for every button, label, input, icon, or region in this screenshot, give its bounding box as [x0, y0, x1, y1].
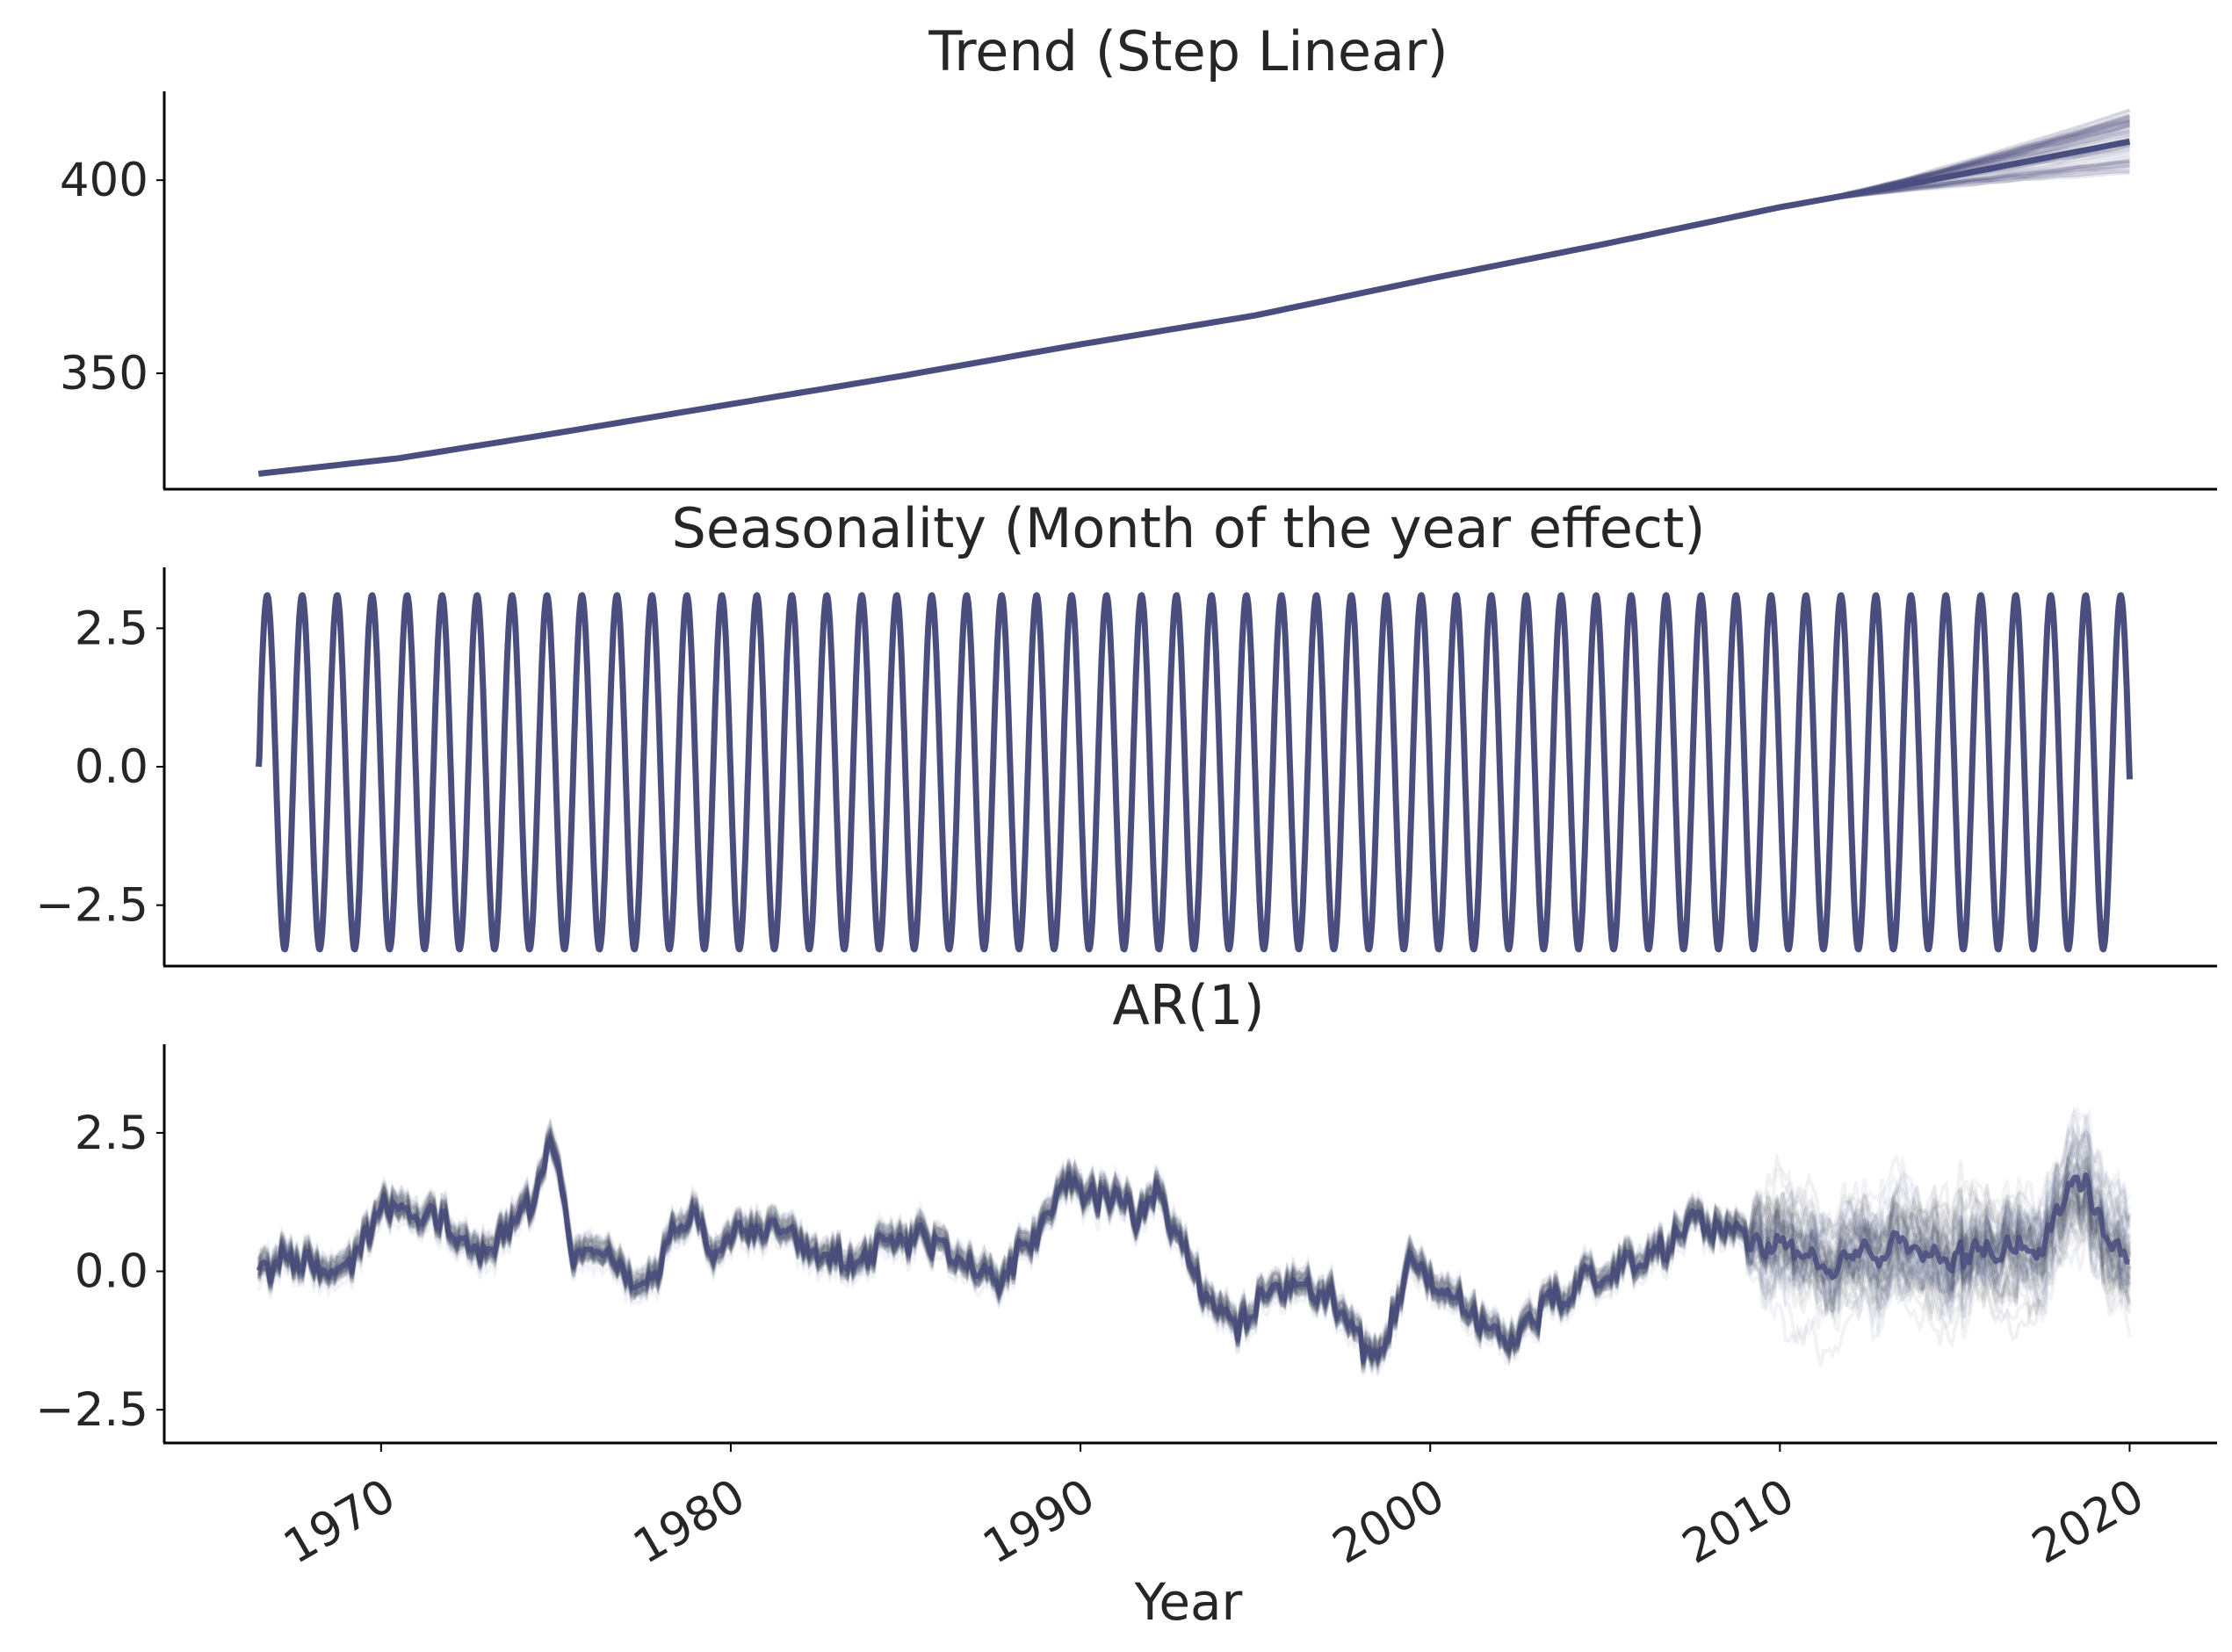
- ar1-y-ticks: −2.5 0.0 2.5: [35, 1107, 163, 1437]
- y-tick-label: 400: [60, 154, 148, 207]
- seasonality-y-ticks: −2.5 0.0 2.5: [35, 602, 163, 933]
- y-tick-label: 2.5: [75, 1107, 148, 1160]
- seasonality-panel: Seasonality (Month of the year effect) −…: [35, 496, 2217, 968]
- seasonality-title: Seasonality (Month of the year effect): [672, 496, 1706, 560]
- trend-title: Trend (Step Linear): [928, 19, 1448, 83]
- x-axis-label: Year: [1134, 1572, 1243, 1632]
- y-tick-label: 0.0: [75, 740, 148, 794]
- y-tick-label: 350: [60, 347, 148, 400]
- ar1-mean-line: [256, 1136, 2130, 1363]
- ar1-sample-line: [256, 1104, 2130, 1346]
- y-tick-label: 0.0: [75, 1245, 148, 1299]
- seasonality-line: [256, 592, 2133, 953]
- ar1-title: AR(1): [1112, 973, 1264, 1037]
- trend-mean-line: [258, 138, 2131, 477]
- trend-panel: Trend (Step Linear) 350 400: [60, 19, 2217, 491]
- seasonality-lines: [256, 592, 2133, 953]
- y-tick-label: −2.5: [35, 1383, 148, 1437]
- ar1-lines: [256, 1104, 2132, 1377]
- trend-lines: [258, 108, 2131, 477]
- y-tick-label: 2.5: [75, 602, 148, 655]
- y-tick-label: −2.5: [35, 879, 148, 933]
- trend-y-ticks: 350 400: [60, 154, 163, 400]
- ar1-panel: AR(1) −2.50.02.5 1970 1980 1990 2000 2010 202…: [35, 973, 2217, 1632]
